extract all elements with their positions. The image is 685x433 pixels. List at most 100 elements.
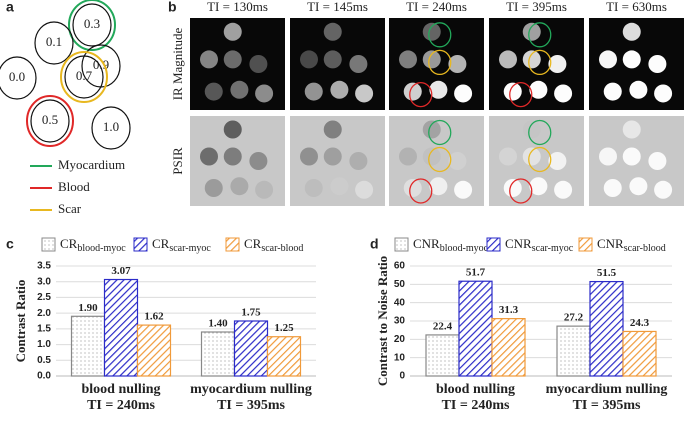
x-tick-label: myocardium nulling xyxy=(190,382,312,397)
mri-vial xyxy=(323,50,342,69)
mri-vial xyxy=(599,50,617,69)
mri-vial xyxy=(448,152,467,170)
mri-vial xyxy=(304,82,323,101)
vial xyxy=(64,55,104,99)
vial xyxy=(91,106,131,150)
roi xyxy=(428,119,452,146)
legend-subscript: scar-blood xyxy=(624,243,666,254)
mri-vial xyxy=(300,147,318,166)
value-label: 1.25 xyxy=(274,322,294,334)
x-tick-label: TI = 240ms xyxy=(442,398,510,413)
mri-vial xyxy=(349,152,368,170)
mri-vial xyxy=(300,50,318,69)
mri-vial xyxy=(223,22,242,41)
bar xyxy=(136,324,172,377)
bar xyxy=(589,280,624,377)
legend-subscript: scar-blood xyxy=(261,243,303,254)
x-tick-label: TI = 240ms xyxy=(87,398,155,413)
bar xyxy=(425,334,460,377)
x-tick-label: TI = 395ms xyxy=(573,398,641,413)
mri-vial xyxy=(499,50,517,69)
x-tick-label: myocardium nulling xyxy=(546,382,668,397)
mri-vial xyxy=(323,147,342,166)
mri-vial xyxy=(503,82,522,101)
mri-vial xyxy=(323,22,342,41)
mri-vial xyxy=(503,179,522,197)
vial xyxy=(30,99,70,143)
mri-vial xyxy=(448,55,467,73)
vial-label: 0.0 xyxy=(9,69,25,84)
mri-vial xyxy=(200,50,218,69)
row-label: IR Magnitude xyxy=(170,27,185,100)
legend-swatch xyxy=(486,237,501,252)
vial-label: 0.7 xyxy=(76,68,93,83)
mri-vial xyxy=(355,180,374,199)
mri-vial xyxy=(622,22,641,41)
y-tick-label: 1.5 xyxy=(37,323,51,334)
mri-vial xyxy=(522,22,541,41)
mri-vial xyxy=(230,177,249,196)
bar xyxy=(556,325,591,377)
vial-label: 0.1 xyxy=(46,34,62,49)
mri-vial xyxy=(499,147,517,166)
mri-vial xyxy=(204,179,223,197)
legend-label: CNRscar-blood xyxy=(597,236,666,254)
mri-vial xyxy=(323,120,342,139)
y-tick-label: 0.0 xyxy=(37,371,51,382)
vial-ring xyxy=(60,51,108,103)
legend-subscript: blood-myoc xyxy=(440,243,489,254)
roi xyxy=(409,178,433,204)
mri-vial xyxy=(599,147,617,166)
mri-vial xyxy=(622,147,641,166)
value-label: 3.07 xyxy=(111,265,131,277)
mri-vial xyxy=(429,80,448,99)
y-axis-title: Contrast to Noise Ratio xyxy=(375,256,390,386)
legend-label: CNRblood-myoc xyxy=(413,236,489,254)
mri-vial xyxy=(304,179,323,197)
column-header: TI = 130ms xyxy=(207,0,268,14)
roi xyxy=(528,119,552,146)
y-tick-label: 0.5 xyxy=(37,355,51,366)
mri-vial xyxy=(349,55,368,73)
mri-vial xyxy=(529,177,548,196)
legend-swatch xyxy=(41,237,56,252)
vial xyxy=(0,56,37,100)
mri-vial xyxy=(223,50,242,69)
panel-label: b xyxy=(168,0,177,15)
mri-vial xyxy=(249,55,268,73)
y-tick-label: 2.5 xyxy=(37,292,51,303)
y-tick-label: 60 xyxy=(394,261,406,272)
mri-vial xyxy=(603,82,622,101)
legend-label: CRblood-myoc xyxy=(60,236,126,254)
mri-vial xyxy=(554,180,573,199)
mri-vial xyxy=(654,180,673,199)
roi xyxy=(528,49,552,76)
legend-name: CR xyxy=(152,236,170,251)
legend-subscript: scar-myoc xyxy=(169,243,211,254)
mri-vial xyxy=(554,84,573,103)
value-label: 1.62 xyxy=(144,311,164,323)
mri-vial xyxy=(355,84,374,103)
bar xyxy=(70,315,106,377)
mri-vial xyxy=(230,80,249,99)
mri-vial xyxy=(422,120,441,139)
mri-vial xyxy=(529,80,548,99)
mri-vial xyxy=(603,179,622,197)
mri-vial xyxy=(522,147,541,166)
legend-name: CR xyxy=(244,236,262,251)
legend-swatch xyxy=(578,237,593,252)
value-label: 27.2 xyxy=(564,312,584,324)
legend-label: Scar xyxy=(58,201,82,216)
legend-name: CNR xyxy=(597,236,624,251)
roi xyxy=(509,178,533,204)
y-tick-label: 20 xyxy=(394,334,406,345)
legend-label: Myocardium xyxy=(58,157,125,172)
vial-label: 0.3 xyxy=(84,16,100,31)
mri-vial xyxy=(548,152,567,170)
y-tick-label: 0 xyxy=(399,371,405,382)
bar xyxy=(491,318,526,377)
mri-vial xyxy=(622,120,641,139)
mri-vial xyxy=(204,82,223,101)
mri-vial xyxy=(629,177,648,196)
